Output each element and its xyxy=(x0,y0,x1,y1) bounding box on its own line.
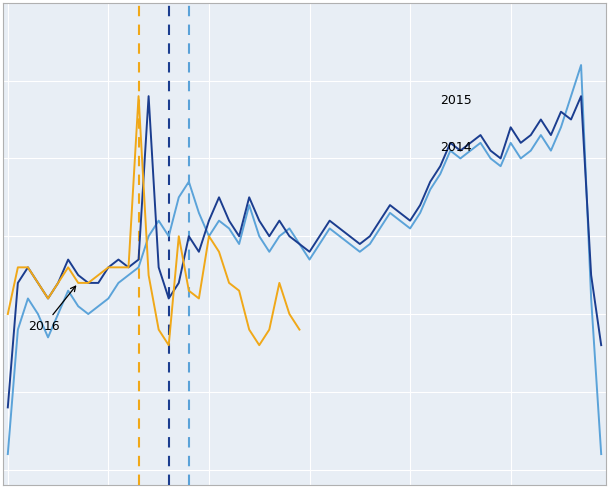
Text: 2014: 2014 xyxy=(440,141,472,154)
Text: 2015: 2015 xyxy=(440,94,472,107)
Text: 2016: 2016 xyxy=(28,286,76,333)
